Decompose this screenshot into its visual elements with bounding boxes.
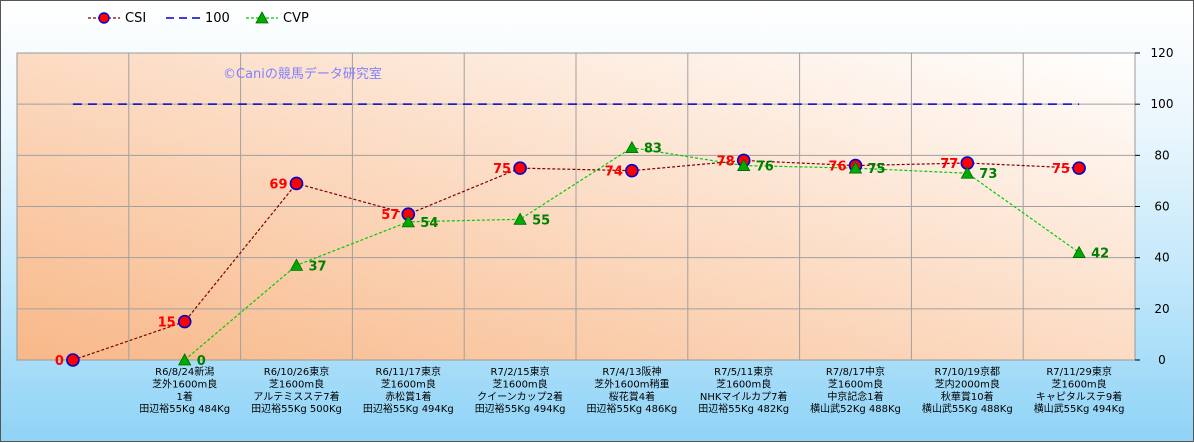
cvp-point	[848, 161, 863, 174]
legend-csi-label: CSI	[125, 11, 146, 26]
csi-data-label: 76	[828, 160, 846, 175]
x-tick-label-line: 横山武55Kg 494Kg	[1034, 402, 1125, 415]
cvp-data-label: 54	[420, 216, 438, 231]
x-tick-label-line: R6/11/17東京	[376, 365, 442, 378]
y-tick-label: 120	[1151, 46, 1174, 60]
x-tick-label-line: 田辺裕55Kg 494Kg	[475, 402, 566, 415]
cvp-data-label: 42	[1091, 247, 1109, 262]
x-tick-label-line: 芝1600m良	[269, 377, 324, 390]
cvp-point	[513, 212, 527, 225]
x-tick-label: R7/4/13阪神芝外1600m稍重桜花賞4着田辺裕55Kg 486Kg	[586, 365, 677, 415]
cvp-data-label: 73	[979, 167, 997, 182]
cvp-point	[401, 215, 415, 228]
csi-data-label: 78	[717, 154, 735, 169]
x-tick-label-line: クイーンカップ2着	[477, 390, 563, 403]
x-tick-label-line: R7/10/19京都	[935, 365, 1001, 378]
watermark: ©Caniの競馬データ研究室	[223, 66, 382, 82]
cvp-point	[625, 140, 639, 154]
cvp-point	[1072, 245, 1086, 258]
y-tick-label: 40	[1154, 251, 1169, 265]
csi-point	[66, 353, 80, 367]
x-tick-label-line: アルテミスステ7着	[253, 390, 339, 403]
y-tick-label: 60	[1154, 200, 1169, 214]
x-tick-label-line: R7/2/15東京	[491, 365, 550, 378]
csi-point	[177, 314, 192, 329]
x-tick-label-line: 田辺裕55Kg 486Kg	[586, 402, 677, 415]
csi-data-label: 69	[269, 177, 287, 192]
series-group: 0 15 69 57 75 74 78 76 77 75 0 37 54 55 83 76 75 73 42	[55, 103, 1109, 369]
cvp-data-label: 55	[532, 213, 550, 228]
x-tick-label-line: R7/11/29東京	[1046, 365, 1112, 378]
x-tick-label-line: 桜花賞4着	[609, 390, 655, 403]
cvp-data-label: 83	[644, 142, 662, 157]
x-tick-label-line: R7/5/11東京	[714, 365, 773, 378]
x-tick-label-line: R7/4/13阪神	[602, 365, 661, 378]
x-tick-label-line: 赤松賞1着	[385, 390, 431, 403]
x-tick-label-line: 芝外1600m良	[152, 377, 217, 390]
legend-cvp-swatch-marker	[255, 11, 269, 24]
csi-point	[289, 176, 304, 191]
cvp-point	[960, 166, 974, 179]
legend-cvp-label: CVP	[283, 11, 309, 26]
legend-csi-swatch-marker	[98, 12, 110, 24]
x-tick-label: R7/11/29東京芝1600m良キャピタルステ9着横山武55Kg 494Kg	[1034, 365, 1125, 415]
x-tick-label-line: 横山武55Kg 488Kg	[922, 402, 1013, 415]
cvp-point	[289, 258, 304, 271]
x-axis-labels: R6/8/24新潟芝外1600m良 1着田辺裕55Kg 484Kg R6/10/26…	[139, 365, 1124, 415]
csi-data-label: 0	[55, 354, 64, 369]
x-tick-label: R6/11/17東京芝1600m良赤松賞1着田辺裕55Kg 494Kg	[363, 365, 454, 415]
x-tick-label-line: 芝内2000m良	[935, 377, 1000, 390]
y-tick-label: 100	[1151, 97, 1174, 111]
x-tick-label-line: 芝外1600m稍重	[594, 377, 669, 390]
csi-data-label: 57	[381, 208, 399, 223]
cvp-data-label: 0	[197, 354, 206, 369]
x-tick-label-line: 中京記念1着	[827, 390, 883, 403]
x-tick-label-line: キャピタルステ9着	[1036, 390, 1122, 403]
x-tick-label-line: R6/10/26東京	[264, 365, 330, 378]
csi-data-label: 75	[1052, 162, 1070, 177]
y-tick-label: 0	[1158, 353, 1166, 367]
series-csi-line	[72, 159, 1080, 361]
x-tick-label: R6/10/26東京芝1600m良アルテミスステ7着田辺裕55Kg 500Kg	[251, 365, 342, 415]
csi-data-label: 75	[493, 162, 511, 177]
x-tick-label: R6/8/24新潟芝外1600m良 1着田辺裕55Kg 484Kg	[139, 365, 230, 415]
csi-point	[513, 161, 527, 175]
x-tick-label-line: 芝1600m良	[381, 377, 436, 390]
cvp-data-label: 75	[868, 162, 886, 177]
x-tick-label-line: 芝1600m良	[828, 377, 883, 390]
cvp-data-label: 76	[756, 160, 774, 175]
csi-point	[625, 163, 639, 178]
x-tick-label: R7/10/19京都芝内2000m良秋華賞10着横山武55Kg 488Kg	[922, 365, 1013, 415]
y-tick-label: 20	[1154, 302, 1169, 316]
x-tick-label: R7/8/17中京芝1600m良中京記念1着横山武52Kg 488Kg	[810, 365, 901, 415]
csi-data-label: 77	[940, 157, 958, 172]
csi-data-label: 15	[158, 316, 176, 331]
legend: CSI 100 CVP	[88, 11, 309, 26]
cvp-point	[737, 158, 751, 171]
x-tick-label: R7/5/11東京芝1600m良 NHKマイルカプ7着田辺裕55Kg 482Kg	[698, 365, 789, 415]
x-tick-label-line: 芝1600m良	[1051, 377, 1106, 390]
x-tick-label-line: 田辺裕55Kg 494Kg	[363, 402, 454, 415]
x-tick-label-line: 田辺裕55Kg 484Kg	[139, 402, 230, 415]
legend-100-label: 100	[205, 11, 230, 26]
csi-data-label: 74	[605, 165, 623, 180]
x-tick-label-line: 1着	[177, 390, 193, 403]
y-axis-ticks: 0 20 40 60 80 100 120	[1135, 46, 1173, 367]
x-tick-label: R7/2/15東京芝1600m良クイーンカップ2着田辺裕55Kg 494Kg	[475, 365, 566, 415]
x-tick-label-line: NHKマイルカプ7着	[700, 390, 788, 403]
csi-point	[1072, 161, 1086, 175]
x-tick-label-line: 秋華賞10着	[941, 390, 994, 403]
x-tick-label-line: 田辺裕55Kg 500Kg	[251, 402, 342, 415]
x-tick-label-line: R7/8/17中京	[826, 365, 885, 378]
cvp-point	[178, 353, 192, 366]
cvp-data-label: 37	[309, 259, 327, 274]
y-tick-label: 80	[1154, 148, 1169, 162]
x-tick-label-line: R6/8/24新潟	[155, 365, 214, 378]
x-tick-label-line: 田辺裕55Kg 482Kg	[698, 402, 789, 415]
x-tick-label-line: 横山武52Kg 488Kg	[810, 402, 901, 415]
x-tick-label-line: 芝1600m良	[492, 377, 547, 390]
x-tick-label-line: 芝1600m良	[716, 377, 771, 390]
